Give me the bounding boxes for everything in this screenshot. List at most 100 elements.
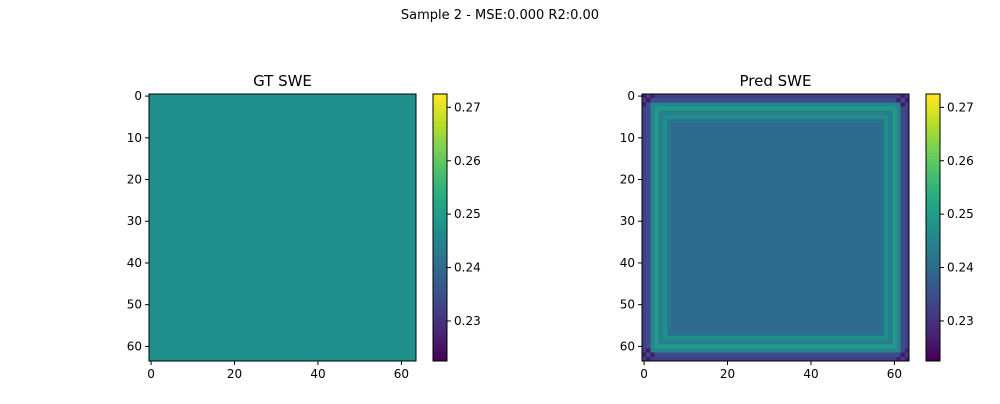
- heatmap-cell: [662, 290, 668, 295]
- heatmap-cell: [717, 244, 722, 249]
- heatmap-cell: [746, 285, 751, 291]
- heatmap-cell: [808, 323, 814, 328]
- heatmap-cell: [858, 194, 864, 199]
- heatmap-cell: [750, 185, 755, 191]
- heatmap-cell: [871, 94, 876, 99]
- heatmap-cell: [788, 119, 793, 124]
- heatmap-cell: [883, 110, 889, 116]
- heatmap-cell: [775, 177, 780, 182]
- heatmap-cell: [704, 319, 710, 324]
- heatmap-cell: [846, 352, 851, 358]
- heatmap-cell: [696, 285, 701, 291]
- heatmap-cell: [829, 173, 835, 178]
- heatmap-cell: [771, 306, 776, 312]
- heatmap-cell: [712, 181, 718, 187]
- heatmap-cell: [850, 227, 856, 232]
- heatmap-cell: [796, 235, 801, 241]
- heatmap-cell: [733, 310, 739, 316]
- heatmap-cell: [825, 348, 831, 353]
- heatmap-cell: [883, 344, 889, 349]
- heatmap-cell: [737, 310, 743, 316]
- heatmap-cell: [642, 240, 647, 245]
- heatmap-cell: [813, 135, 818, 141]
- heatmap-cell: [642, 298, 647, 303]
- heatmap-cell: [796, 119, 801, 124]
- heatmap-cell: [883, 335, 889, 341]
- heatmap-cell: [775, 227, 780, 232]
- heatmap-cell: [667, 235, 672, 241]
- heatmap-cell: [767, 227, 772, 232]
- heatmap-cell: [896, 265, 901, 270]
- heatmap-cell: [679, 160, 685, 166]
- heatmap-cell: [846, 248, 851, 253]
- heatmap-cell: [754, 256, 760, 262]
- heatmap-cell: [662, 352, 668, 358]
- heatmap-cell: [883, 119, 889, 124]
- heatmap-cell: [667, 319, 672, 324]
- colorbar-segment: [433, 166, 447, 170]
- heatmap-cell: [788, 260, 793, 266]
- heatmap-cell: [817, 273, 822, 278]
- heatmap-cell: [708, 219, 714, 224]
- heatmap-cell: [687, 306, 693, 312]
- heatmap-cell: [842, 194, 847, 199]
- heatmap-cell: [904, 94, 910, 99]
- heatmap-cell: [658, 148, 664, 153]
- heatmap-cell: [704, 169, 710, 174]
- heatmap-cell: [808, 152, 814, 157]
- heatmap-cell: [696, 319, 701, 324]
- heatmap-cell: [700, 273, 705, 278]
- heatmap-cell: [813, 185, 818, 191]
- heatmap-cell: [783, 119, 789, 124]
- heatmap-cell: [783, 156, 789, 162]
- heatmap-cell: [813, 148, 818, 153]
- heatmap-cell: [771, 169, 776, 174]
- heatmap-cell: [838, 310, 843, 316]
- heatmap-cell: [892, 231, 897, 237]
- heatmap-cell: [779, 281, 785, 287]
- colorbar-segment: [433, 262, 447, 266]
- heatmap-cell: [825, 189, 831, 195]
- heatmap-cell: [729, 260, 735, 266]
- heatmap-cell: [842, 181, 847, 187]
- colorbar-segment: [433, 203, 447, 207]
- colorbar-segment: [926, 288, 940, 292]
- heatmap-cell: [804, 194, 810, 199]
- heatmap-cell: [854, 327, 860, 333]
- heatmap-cell: [842, 214, 847, 220]
- heatmap-cell: [829, 144, 835, 149]
- heatmap-cell: [687, 127, 693, 132]
- heatmap-cell: [733, 185, 739, 191]
- heatmap-cell: [875, 319, 881, 324]
- heatmap-cell: [813, 169, 818, 174]
- heatmap-cell: [662, 164, 668, 170]
- heatmap-cell: [800, 269, 805, 274]
- heatmap-cell: [892, 256, 897, 262]
- heatmap-cell: [821, 152, 826, 157]
- heatmap-cell: [792, 227, 797, 232]
- heatmap-cell: [746, 98, 751, 103]
- heatmap-cell: [658, 315, 664, 320]
- heatmap-cell: [896, 189, 901, 195]
- heatmap-cell: [771, 285, 776, 291]
- heatmap-cell: [875, 327, 881, 333]
- heatmap-cell: [754, 135, 760, 141]
- heatmap-cell: [879, 352, 885, 358]
- heatmap-cell: [696, 298, 701, 303]
- heatmap-cell: [687, 240, 693, 245]
- heatmap-cell: [867, 231, 872, 237]
- heatmap-cell: [850, 194, 856, 199]
- heatmap-cell: [746, 244, 751, 249]
- heatmap-cell: [846, 269, 851, 274]
- heatmap-cell: [733, 356, 739, 362]
- heatmap-cell: [821, 344, 826, 349]
- heatmap-cell: [762, 327, 768, 333]
- heatmap-cell: [779, 185, 785, 191]
- heatmap-cell: [788, 177, 793, 182]
- heatmap-cell: [838, 160, 843, 166]
- heatmap-cell: [813, 265, 818, 270]
- heatmap-cell: [758, 219, 764, 224]
- heatmap-cell: [767, 131, 772, 137]
- heatmap-cell: [733, 164, 739, 170]
- heatmap-cell: [888, 231, 893, 237]
